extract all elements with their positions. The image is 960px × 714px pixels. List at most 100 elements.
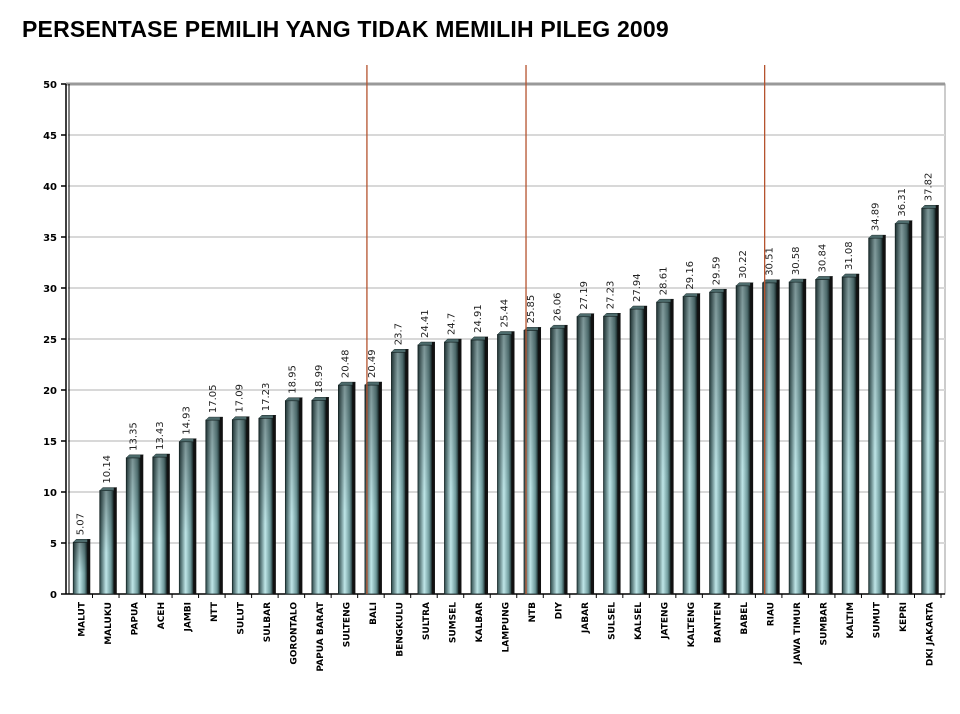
bar-side xyxy=(909,220,913,594)
data-label: 36.31 xyxy=(897,188,908,217)
y-tick-label: 20 xyxy=(43,386,57,397)
data-label: 24.91 xyxy=(473,304,484,333)
bar-side xyxy=(829,276,833,594)
x-tick-label: SUMBAR xyxy=(820,602,830,646)
x-tick-label: MALUT xyxy=(77,601,87,637)
bar-shade xyxy=(630,309,645,594)
y-tick-label: 35 xyxy=(43,233,57,244)
data-label: 27.23 xyxy=(606,281,617,310)
x-tick-label: JABAR xyxy=(581,602,591,634)
bar-side xyxy=(272,415,276,594)
bar-side xyxy=(644,306,648,594)
bar-shade xyxy=(815,279,830,594)
y-tick-label: 30 xyxy=(43,284,57,295)
x-tick-label: NTB xyxy=(528,602,538,623)
bar-shade xyxy=(577,316,592,594)
x-tick-label: SULTENG xyxy=(342,602,352,647)
bar-shade xyxy=(736,285,751,594)
bar-shade xyxy=(762,282,777,594)
bar-shade xyxy=(656,302,671,594)
bar-side xyxy=(803,279,807,594)
bar-side xyxy=(538,327,542,594)
bar-side xyxy=(193,438,197,594)
bar-side xyxy=(113,487,117,594)
bar-side xyxy=(617,313,621,594)
bar-shade xyxy=(921,208,936,594)
x-tick-label: GORONTALO xyxy=(289,602,299,665)
data-label: 37.82 xyxy=(924,173,935,202)
x-tick-label: BENGKULU xyxy=(395,602,405,657)
x-tick-label: MALUKU xyxy=(104,602,114,645)
data-label: 30.22 xyxy=(738,250,749,279)
bar-side xyxy=(431,342,435,594)
x-tick-label: SULTRA xyxy=(422,602,432,640)
bar-side xyxy=(140,454,144,594)
x-tick-label: JATENG xyxy=(661,602,671,640)
bar-side xyxy=(219,417,223,594)
bar-side xyxy=(591,313,595,594)
data-label: 14.93 xyxy=(181,406,192,435)
x-tick-label: KALTIM xyxy=(846,602,856,639)
data-label: 13.35 xyxy=(128,422,139,451)
data-label: 5.07 xyxy=(75,513,86,535)
bar-shade xyxy=(232,419,247,594)
x-tick-label: SULBAR xyxy=(263,602,273,642)
data-label: 24.7 xyxy=(446,313,457,335)
y-tick-label: 5 xyxy=(50,539,57,550)
bar-side xyxy=(246,416,250,594)
data-label: 27.94 xyxy=(632,273,643,302)
data-label: 28.61 xyxy=(659,267,670,296)
x-tick-label: RIAU xyxy=(767,602,777,626)
data-label: 17.23 xyxy=(261,383,272,412)
x-tick-label: JAMBI xyxy=(183,602,193,632)
data-label: 30.84 xyxy=(818,244,829,273)
x-tick-label: DKI JAKARTA xyxy=(926,602,936,666)
bar-side xyxy=(325,397,329,594)
bar-side xyxy=(564,325,568,594)
bar-side xyxy=(697,293,701,594)
y-tick-label: 15 xyxy=(43,437,57,448)
x-tick-label: KALBAR xyxy=(475,602,485,642)
data-label: 20.49 xyxy=(367,349,378,378)
x-tick-label: LAMPUNG xyxy=(502,602,512,652)
data-label: 18.95 xyxy=(287,365,298,394)
bar-shade xyxy=(338,385,353,594)
bar-side xyxy=(882,235,886,594)
data-label: 23.7 xyxy=(393,323,404,345)
bar-side xyxy=(484,336,488,594)
x-tick-label: BANTEN xyxy=(714,602,724,643)
bar-shade xyxy=(709,292,724,594)
data-label: 25.44 xyxy=(500,299,511,328)
x-tick-label: SUMUT xyxy=(873,601,883,638)
bar-side xyxy=(352,382,356,594)
data-label: 30.58 xyxy=(791,246,802,275)
bar-side xyxy=(87,539,91,594)
bar-shade xyxy=(179,441,194,594)
chart-title: PERSENTASE PEMILIH YANG TIDAK MEMILIH PI… xyxy=(22,16,669,42)
data-label: 30.51 xyxy=(765,247,776,276)
bar-side xyxy=(776,279,780,594)
bar-side xyxy=(378,382,382,594)
x-tick-label: NTT xyxy=(210,601,220,622)
bar-shade xyxy=(550,328,565,594)
data-label: 10.14 xyxy=(102,455,113,484)
bar-shade xyxy=(99,490,114,594)
bar-shade xyxy=(311,400,326,594)
y-tick-label: 25 xyxy=(43,335,57,346)
y-tick-label: 50 xyxy=(43,80,57,91)
bar-shade xyxy=(391,352,406,594)
bar-side xyxy=(935,205,939,594)
bar-side xyxy=(511,331,515,594)
bar-shade xyxy=(603,316,618,594)
bar-side xyxy=(299,397,303,594)
bar-shade xyxy=(444,342,459,594)
data-label: 17.05 xyxy=(208,384,219,413)
bar-shade xyxy=(152,457,167,594)
data-label: 25.85 xyxy=(526,295,537,324)
bar-shade xyxy=(205,420,220,594)
x-tick-label: ACEH xyxy=(157,602,167,629)
x-tick-label: SULUT xyxy=(236,601,246,635)
data-label: 34.89 xyxy=(871,202,882,231)
bar-side xyxy=(856,273,860,594)
bar-side xyxy=(405,349,409,594)
